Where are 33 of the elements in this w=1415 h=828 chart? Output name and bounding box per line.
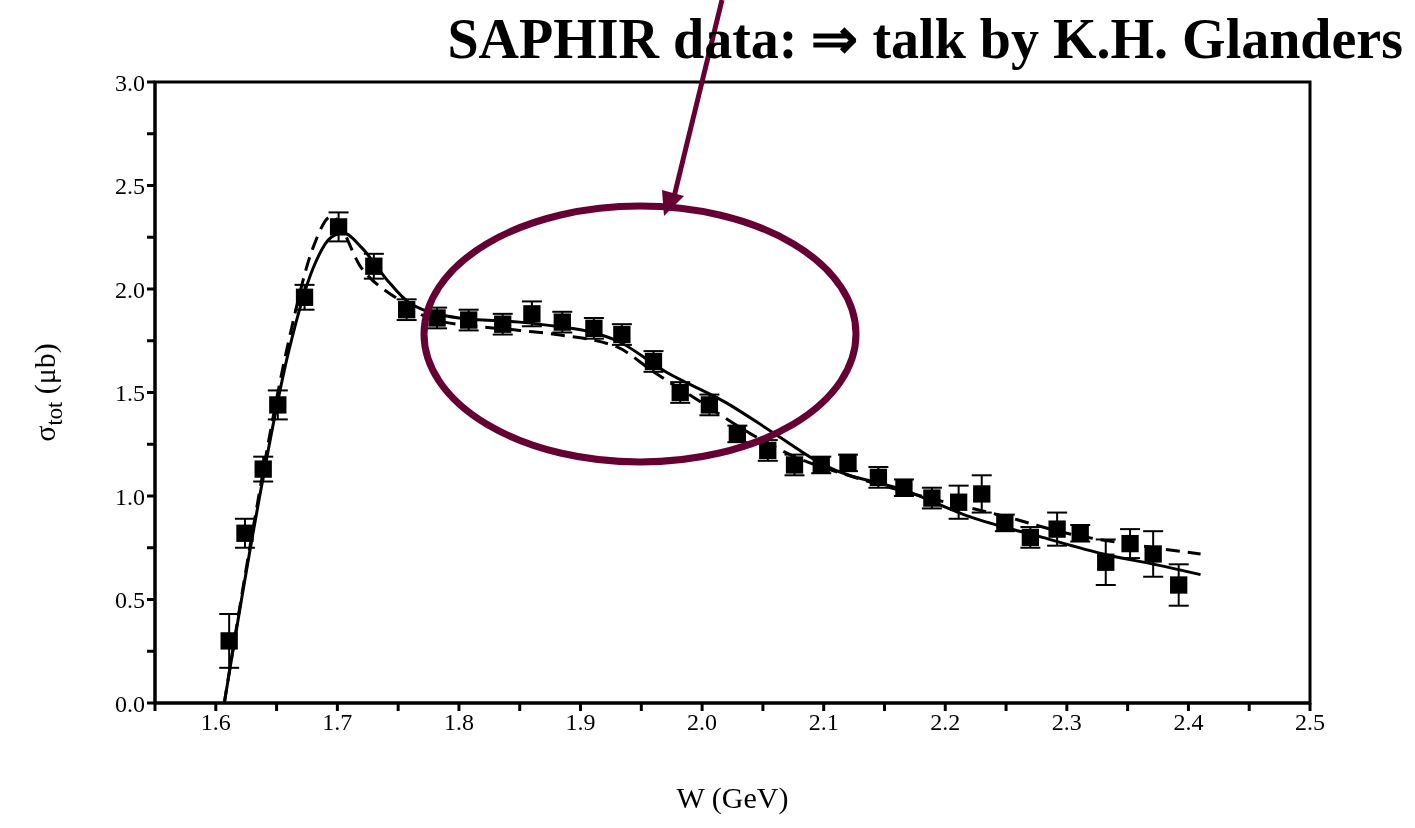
point [973, 485, 991, 503]
point [220, 632, 238, 650]
point [1121, 534, 1139, 553]
y-tick-label: 3.0 [115, 69, 145, 96]
point [269, 396, 287, 414]
point [295, 288, 314, 306]
point [1048, 520, 1066, 538]
y-tick-label: 1.5 [115, 380, 145, 407]
x-tick-label: 1.6 [200, 709, 231, 736]
y-tick-label: 0.0 [115, 690, 145, 717]
point [1097, 553, 1115, 571]
x-tick-label: 2.5 [1295, 709, 1325, 736]
y-tick-label: 0.5 [115, 587, 145, 614]
y-tick-label: 2.0 [115, 276, 145, 303]
x-tick-label: 1.7 [322, 709, 353, 736]
point [365, 257, 383, 275]
point [254, 460, 272, 478]
x-tick-label: 2.1 [808, 709, 839, 736]
x-tick-label: 2.0 [687, 709, 718, 736]
y-tick-label: 1.0 [115, 483, 145, 510]
x-tick-label: 1.9 [565, 709, 596, 736]
point [523, 305, 541, 323]
point [236, 524, 254, 542]
point [329, 218, 348, 236]
x-tick-label: 2.4 [1173, 709, 1204, 736]
x-tick-label: 2.3 [1051, 709, 1082, 736]
x-tick-label: 1.8 [443, 709, 474, 736]
point [1144, 545, 1162, 563]
point [949, 493, 968, 511]
point [1170, 576, 1188, 594]
x-tick-label: 2.2 [930, 709, 961, 736]
y-tick-label: 2.5 [115, 173, 145, 200]
x-axis-title: W (GeV) [676, 781, 789, 815]
